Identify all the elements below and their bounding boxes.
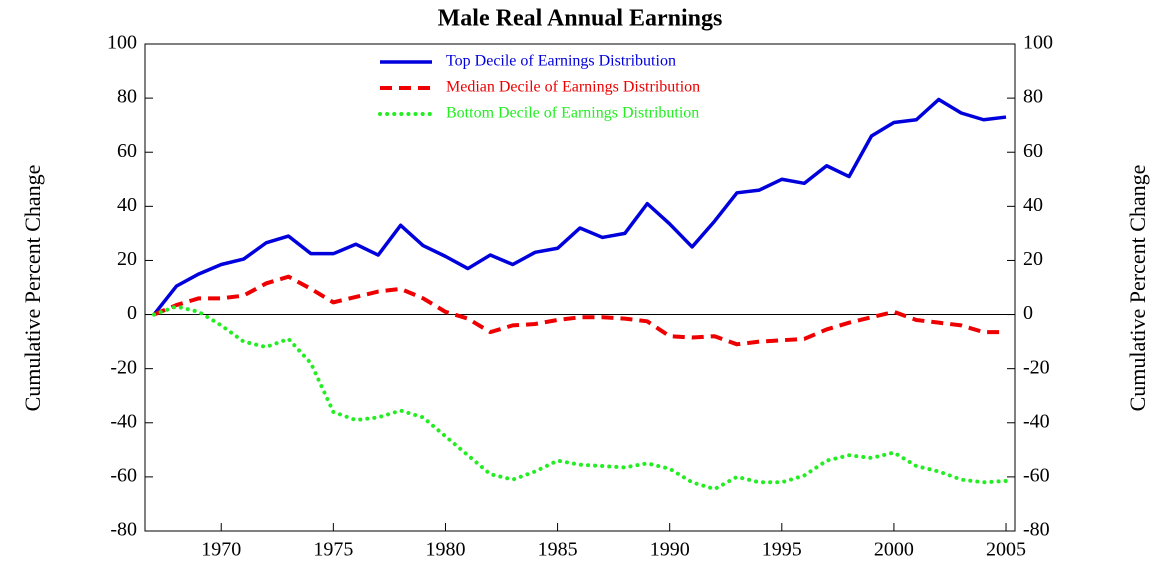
y2-tick-label: 60	[1023, 140, 1043, 162]
x-tick-label: 1980	[425, 539, 465, 561]
series-line	[152, 97, 1007, 316]
x-tick-label: 2005	[986, 539, 1026, 561]
y-tick-label: 20	[117, 248, 137, 270]
y2-axis-label: Cumulative Percent Change	[1125, 165, 1150, 412]
y2-tick-label: -20	[1023, 356, 1050, 378]
legend-label: Median Decile of Earnings Distribution	[446, 79, 700, 96]
series-line	[153, 274, 1007, 347]
series-line	[151, 304, 1009, 492]
y2-tick-label: 80	[1023, 86, 1043, 108]
plot-frame	[144, 43, 1016, 532]
x-tick-label: 2000	[874, 539, 914, 561]
x-tick-label: 1970	[201, 539, 241, 561]
y-axis-label: Cumulative Percent Change	[20, 165, 45, 412]
y-tick-label: 60	[117, 140, 137, 162]
y2-tick-label: 20	[1023, 248, 1043, 270]
y-tick-label: 0	[127, 302, 137, 324]
y2-tick-label: -40	[1023, 410, 1050, 432]
y-tick-label: -20	[110, 356, 137, 378]
y-tick-label: -80	[110, 519, 137, 541]
x-tick-label: 1995	[762, 539, 802, 561]
y-tick-label: 40	[117, 194, 137, 216]
y2-tick-label: 100	[1023, 32, 1053, 54]
chart-title: Male Real Annual Earnings	[438, 6, 723, 32]
y-tick-label: -60	[110, 464, 137, 486]
y-tick-label: 80	[117, 86, 137, 108]
y-tick-label: 100	[107, 32, 137, 54]
x-tick-label: 1975	[313, 539, 353, 561]
y2-tick-label: 0	[1023, 302, 1033, 324]
x-tick-label: 1990	[650, 539, 690, 561]
y2-tick-label: -80	[1023, 519, 1050, 541]
legend-label: Bottom Decile of Earnings Distribution	[446, 105, 699, 122]
x-tick-label: 1985	[538, 539, 578, 561]
legend-label: Top Decile of Earnings Distribution	[446, 53, 676, 70]
y-tick-label: -40	[110, 410, 137, 432]
y2-tick-label: 40	[1023, 194, 1043, 216]
y2-tick-label: -60	[1023, 464, 1050, 486]
